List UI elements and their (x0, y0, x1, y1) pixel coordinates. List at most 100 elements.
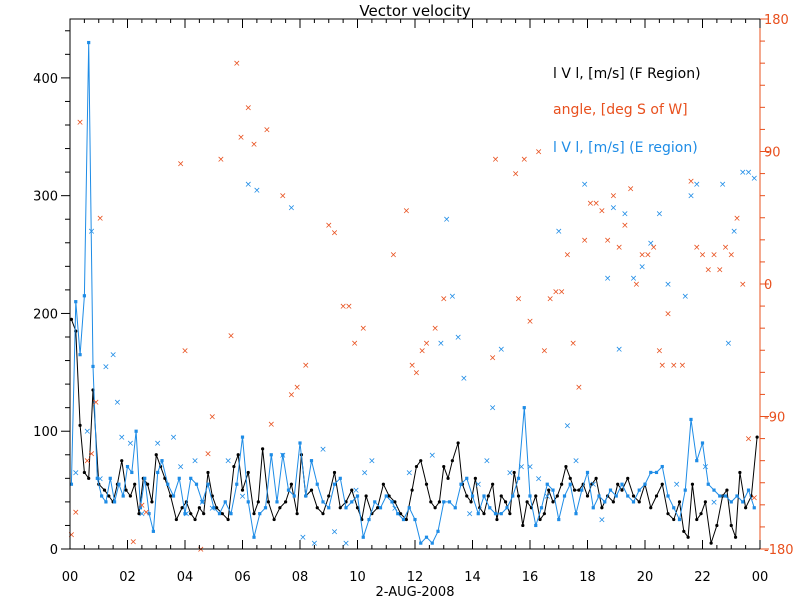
data-point: × (224, 457, 232, 467)
data-point (528, 494, 532, 498)
data-point: × (440, 295, 448, 305)
data-point (240, 488, 245, 492)
data-point: × (587, 199, 595, 209)
data-point: × (598, 206, 606, 216)
data-point (295, 512, 299, 516)
data-point (332, 470, 337, 475)
data-point (660, 482, 664, 486)
data-point (390, 500, 394, 504)
data-point (695, 459, 699, 463)
data-point (304, 494, 308, 498)
data-point (338, 506, 342, 510)
data-point (495, 517, 499, 522)
data-point (476, 512, 480, 516)
left-tick-label: 200 (33, 307, 58, 322)
data-point: × (679, 361, 687, 371)
data-point (456, 441, 460, 445)
x-tick-label: 10 (349, 570, 366, 585)
data-point: × (633, 280, 641, 290)
data-point: × (589, 480, 597, 490)
data-point: × (391, 504, 399, 514)
data-point (100, 494, 104, 498)
data-point: × (418, 346, 426, 356)
data-point (256, 500, 260, 504)
data-point (649, 506, 653, 510)
data-point (649, 470, 653, 475)
data-point (551, 500, 555, 504)
data-point: × (730, 227, 738, 237)
data-point: × (604, 274, 612, 284)
data-point: × (650, 243, 658, 253)
data-point: × (288, 390, 296, 400)
data-point: × (76, 118, 84, 128)
data-point: × (83, 457, 91, 467)
data-point: × (345, 302, 353, 312)
data-point (429, 500, 433, 504)
data-point (321, 500, 325, 504)
data-point: × (681, 292, 689, 302)
data-point: × (142, 508, 150, 518)
data-point (547, 488, 551, 492)
data-point (482, 494, 486, 498)
data-point (399, 512, 403, 516)
data-point: × (535, 474, 543, 484)
data-point: × (739, 280, 747, 290)
data-point: × (627, 184, 635, 194)
data-point (174, 517, 178, 522)
data-point (298, 441, 302, 445)
data-point (637, 500, 641, 504)
data-point: × (733, 214, 741, 224)
data-point (555, 494, 559, 498)
data-point: × (673, 480, 681, 490)
data-point (87, 40, 91, 45)
data-point (469, 500, 473, 504)
data-point (125, 464, 130, 469)
data-point (104, 500, 108, 504)
data-point (690, 482, 695, 486)
data-point (232, 464, 236, 469)
data-point: × (483, 457, 491, 467)
data-point: × (555, 227, 563, 237)
data-point (538, 517, 542, 522)
data-point (407, 506, 411, 510)
data-point: × (244, 180, 252, 190)
data-point: × (512, 170, 520, 180)
data-point: × (704, 265, 712, 275)
data-point: × (750, 493, 758, 503)
data-point: × (658, 361, 666, 371)
legend-item-f-region: l V l, [m/s] (F Region) (553, 66, 701, 82)
right-tick-label: 0 (764, 278, 772, 293)
data-point: × (725, 339, 733, 349)
data-point (591, 506, 595, 510)
data-point (156, 470, 160, 475)
data-point: × (610, 203, 618, 213)
data-point (128, 494, 132, 498)
data-point (401, 517, 406, 522)
x-axis-label: 2-AUG-2008 (376, 585, 455, 600)
data-point (608, 488, 613, 492)
data-point: × (177, 159, 185, 169)
data-point (124, 488, 128, 492)
data-point (376, 506, 380, 510)
data-point (327, 494, 331, 498)
data-point (654, 494, 659, 498)
data-point (120, 459, 124, 463)
data-point (447, 500, 452, 504)
data-point: × (615, 345, 623, 355)
data-point (741, 500, 745, 504)
data-point: × (88, 449, 96, 459)
data-point (499, 494, 503, 498)
data-point (350, 488, 354, 492)
left-tick-label: 400 (33, 72, 58, 87)
data-point (364, 494, 368, 498)
data-point: × (664, 280, 672, 290)
data-point: × (302, 361, 310, 371)
data-point: × (745, 435, 753, 445)
data-point (729, 500, 733, 504)
data-point (516, 476, 521, 480)
data-point: × (197, 545, 205, 555)
data-point: × (526, 463, 534, 473)
data-point: × (204, 449, 212, 459)
data-point: × (68, 530, 76, 540)
data-point (677, 517, 682, 522)
